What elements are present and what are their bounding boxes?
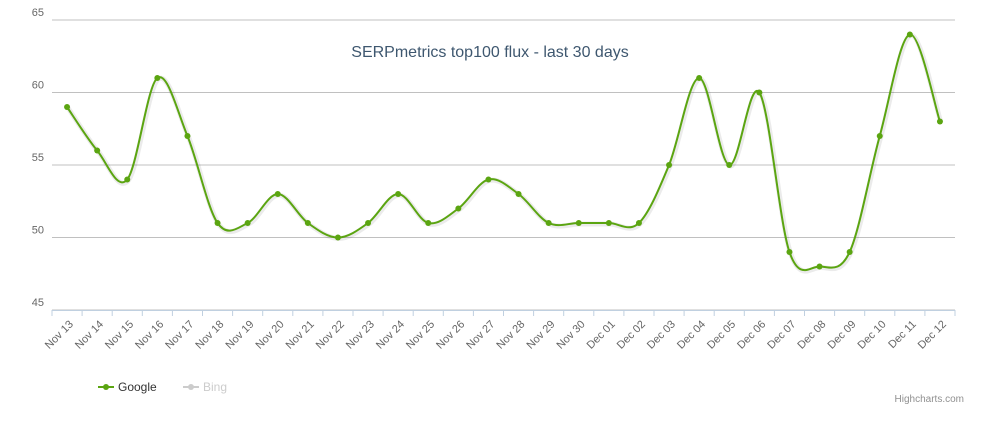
- data-point: [365, 220, 372, 226]
- x-tick-label: Dec 07: [765, 318, 798, 351]
- data-point: [786, 249, 793, 255]
- data-point: [64, 104, 71, 110]
- legend-label: Google: [118, 380, 157, 394]
- data-point: [876, 133, 883, 139]
- x-tick-label: Nov 14: [73, 318, 106, 351]
- data-point: [635, 220, 642, 226]
- x-tick-label: Nov 18: [193, 318, 226, 351]
- data-point: [214, 220, 221, 226]
- x-tick-label: Nov 20: [254, 318, 287, 351]
- y-tick-label: 60: [32, 80, 44, 92]
- data-point: [756, 89, 763, 96]
- data-point: [605, 220, 612, 226]
- data-point: [274, 191, 281, 197]
- legend-marker: [188, 384, 194, 390]
- data-point: [184, 133, 191, 139]
- line-shadow: [65, 33, 944, 274]
- data-point: [395, 191, 402, 197]
- data-point: [816, 263, 823, 270]
- data-point: [726, 162, 733, 168]
- series-line: [66, 33, 941, 272]
- data-point: [244, 220, 251, 226]
- x-tick-label: Dec 11: [886, 318, 919, 351]
- legend-item[interactable]: Bing: [183, 380, 227, 394]
- data-point: [666, 162, 673, 168]
- x-tick-label: Nov 22: [314, 318, 347, 351]
- x-tick-label: Dec 05: [705, 318, 738, 351]
- x-tick-label: Nov 21: [284, 318, 317, 351]
- data-point: [334, 234, 341, 241]
- x-tick-label: Dec 10: [856, 318, 889, 351]
- x-tick-label: Nov 17: [163, 318, 196, 351]
- x-tick-label: Dec 03: [645, 318, 678, 351]
- data-point: [455, 205, 462, 212]
- x-tick-label: Nov 15: [103, 318, 136, 351]
- data-point: [575, 220, 582, 226]
- data-point: [94, 147, 101, 154]
- data-point: [696, 75, 703, 81]
- x-tick-label: Nov 26: [434, 318, 467, 351]
- x-tick-label: Nov 28: [494, 318, 527, 351]
- data-point: [846, 249, 853, 255]
- x-tick-label: Dec 08: [795, 318, 828, 351]
- x-tick-label: Dec 06: [735, 318, 768, 351]
- y-tick-label: 45: [32, 297, 44, 309]
- x-tick-label: Nov 29: [524, 318, 557, 351]
- legend-marker: [103, 384, 109, 390]
- data-point: [154, 75, 161, 81]
- x-tick-label: Nov 30: [555, 318, 588, 351]
- data-point: [515, 191, 522, 197]
- data-point: [304, 220, 311, 226]
- x-tick-label: Dec 04: [675, 318, 708, 351]
- data-point: [545, 220, 552, 226]
- x-tick-label: Dec 01: [585, 318, 618, 351]
- legend-label: Bing: [203, 380, 227, 394]
- x-tick-label: Dec 02: [615, 318, 648, 351]
- chart-title: SERPmetrics top100 flux - last 30 days: [351, 44, 628, 61]
- x-tick-label: Nov 19: [223, 318, 256, 351]
- y-tick-label: 50: [32, 225, 44, 237]
- x-tick-label: Dec 09: [825, 318, 858, 351]
- data-point: [425, 220, 432, 226]
- y-tick-label: 65: [32, 7, 44, 19]
- x-tick-label: Nov 24: [374, 318, 407, 351]
- data-point: [906, 31, 913, 38]
- x-tick-label: Nov 16: [133, 318, 166, 351]
- data-point: [936, 118, 943, 125]
- x-tick-label: Nov 13: [43, 318, 76, 351]
- x-tick-label: Nov 27: [464, 318, 497, 351]
- credits[interactable]: Highcharts.com: [895, 394, 964, 405]
- x-tick-label: Dec 12: [916, 318, 949, 351]
- data-point: [124, 176, 131, 183]
- data-point: [485, 176, 492, 183]
- legend-item[interactable]: Google: [98, 380, 157, 394]
- x-tick-label: Nov 23: [344, 318, 377, 351]
- x-tick-label: Nov 25: [404, 318, 437, 351]
- y-tick-label: 55: [32, 152, 44, 164]
